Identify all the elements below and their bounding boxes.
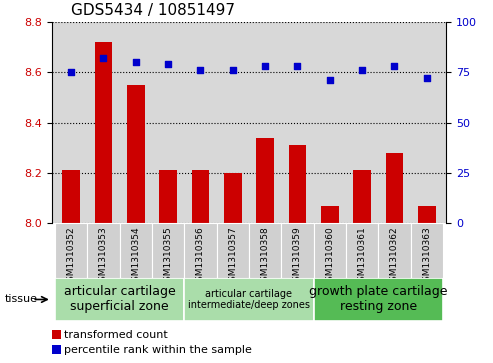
- Bar: [288, 145, 306, 223]
- Bar: [346, 223, 378, 278]
- Bar: [184, 223, 216, 278]
- Bar: [386, 153, 403, 223]
- Bar: [127, 85, 145, 223]
- Point: [229, 67, 237, 73]
- Bar: [411, 223, 443, 278]
- Point: [197, 67, 205, 73]
- Bar: [249, 223, 282, 278]
- Bar: [120, 223, 152, 278]
- Point: [358, 67, 366, 73]
- Point: [423, 75, 431, 81]
- Text: tissue: tissue: [5, 294, 38, 305]
- Bar: [184, 278, 314, 321]
- Bar: [95, 42, 112, 223]
- Bar: [159, 170, 177, 223]
- Bar: [224, 173, 242, 223]
- Bar: [314, 278, 443, 321]
- Text: GSM1310360: GSM1310360: [325, 226, 334, 287]
- Bar: [418, 205, 436, 223]
- Text: articular cartilage
superficial zone: articular cartilage superficial zone: [64, 285, 176, 314]
- Text: GSM1310359: GSM1310359: [293, 226, 302, 287]
- Point: [67, 69, 75, 75]
- Text: GSM1310362: GSM1310362: [390, 226, 399, 287]
- Text: GSM1310358: GSM1310358: [261, 226, 270, 287]
- Bar: [314, 223, 346, 278]
- Text: GSM1310356: GSM1310356: [196, 226, 205, 287]
- Text: GSM1310352: GSM1310352: [67, 226, 75, 287]
- Bar: [62, 170, 80, 223]
- Bar: [353, 170, 371, 223]
- Bar: [378, 223, 411, 278]
- Text: GSM1310354: GSM1310354: [131, 226, 141, 287]
- Point: [164, 61, 172, 67]
- Text: transformed count: transformed count: [64, 330, 168, 340]
- Bar: [256, 138, 274, 223]
- Bar: [55, 278, 184, 321]
- Text: GSM1310353: GSM1310353: [99, 226, 108, 287]
- Point: [390, 63, 398, 69]
- Text: GDS5434 / 10851497: GDS5434 / 10851497: [71, 3, 236, 18]
- Bar: [192, 170, 210, 223]
- Point: [293, 63, 301, 69]
- Text: GSM1310357: GSM1310357: [228, 226, 237, 287]
- Point: [326, 77, 334, 83]
- Text: articular cartilage
intermediate/deep zones: articular cartilage intermediate/deep zo…: [188, 289, 310, 310]
- Text: GSM1310363: GSM1310363: [423, 226, 431, 287]
- Bar: [152, 223, 184, 278]
- Point: [100, 55, 107, 61]
- Text: growth plate cartilage
resting zone: growth plate cartilage resting zone: [309, 285, 448, 314]
- Point: [132, 59, 140, 65]
- Point: [261, 63, 269, 69]
- Bar: [87, 223, 120, 278]
- Text: GSM1310361: GSM1310361: [357, 226, 367, 287]
- Bar: [55, 223, 87, 278]
- Text: GSM1310355: GSM1310355: [164, 226, 173, 287]
- Bar: [321, 205, 339, 223]
- Bar: [282, 223, 314, 278]
- Bar: [216, 223, 249, 278]
- Text: percentile rank within the sample: percentile rank within the sample: [64, 344, 252, 355]
